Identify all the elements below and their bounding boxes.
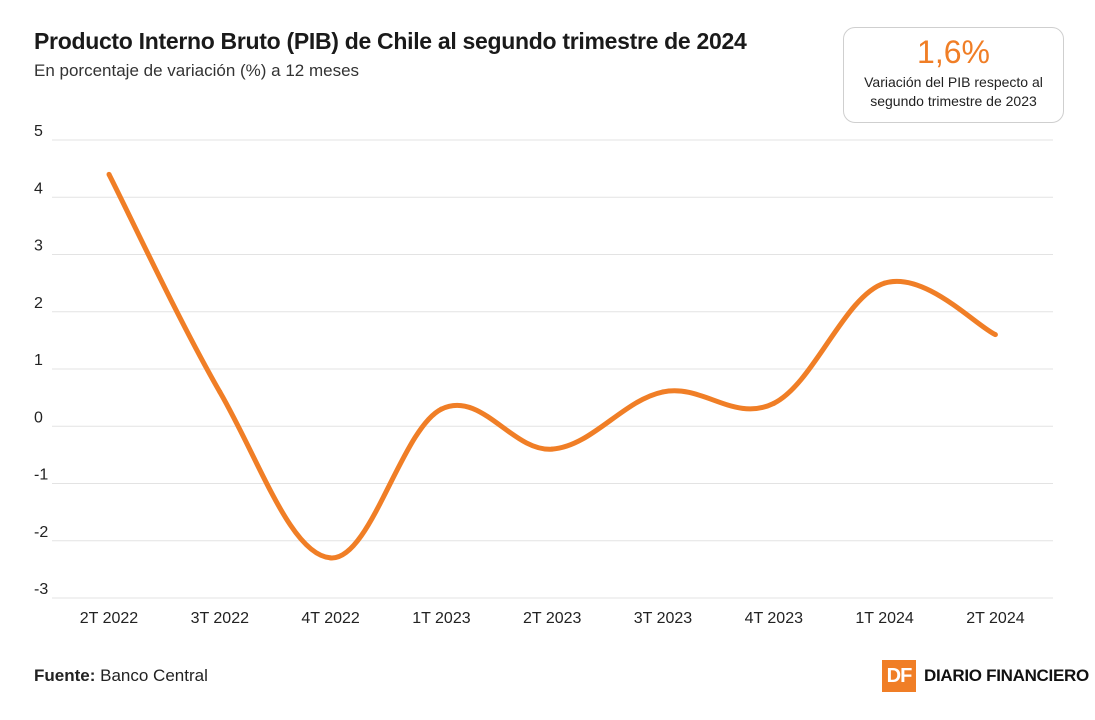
brand-name: DIARIO FINANCIERO <box>924 666 1089 685</box>
kpi-card: 1,6% Variación del PIB respecto al segun… <box>843 27 1064 123</box>
y-tick-label: 4 <box>34 180 43 197</box>
brand-logo: DF DIARIO FINANCIERO <box>882 660 1089 692</box>
data-point <box>438 406 444 412</box>
data-point <box>771 400 777 406</box>
y-tick-label: 0 <box>34 409 43 426</box>
kpi-label: Variación del PIB respecto al segundo tr… <box>864 74 1043 109</box>
df-logo-icon: DF <box>882 660 916 692</box>
y-tick-label: 5 <box>34 123 43 140</box>
chart-title: Producto Interno Bruto (PIB) de Chile al… <box>34 28 747 54</box>
source-label: Fuente: <box>34 666 96 685</box>
source-value: Banco Central <box>100 666 208 685</box>
x-tick-label: 2T 2023 <box>523 610 582 627</box>
y-axis-ticks: 5 4 3 2 1 0 -1 -2 -3 <box>34 123 48 598</box>
data-point <box>882 280 888 286</box>
x-tick-label: 4T 2022 <box>301 610 360 627</box>
x-tick-label: 1T 2023 <box>412 610 471 627</box>
x-tick-label: 1T 2024 <box>855 610 914 627</box>
y-tick-label: -1 <box>34 467 48 484</box>
y-tick-label: -2 <box>34 524 48 541</box>
kpi-value: 1,6% <box>917 34 990 70</box>
x-tick-label: 3T 2023 <box>634 610 693 627</box>
data-point <box>328 555 334 561</box>
x-tick-label: 4T 2023 <box>745 610 804 627</box>
chart-subtitle: En porcentaje de variación (%) a 12 mese… <box>34 61 360 80</box>
data-point <box>217 389 223 395</box>
x-tick-label: 2T 2022 <box>80 610 139 627</box>
series-line <box>106 173 997 561</box>
data-point <box>549 446 555 452</box>
data-point <box>992 332 998 338</box>
source-note: Fuente: Banco Central <box>34 666 208 686</box>
y-tick-label: 1 <box>34 352 43 369</box>
grid-lines <box>52 139 1053 599</box>
series-layer <box>106 171 998 561</box>
data-point <box>106 171 112 177</box>
y-tick-label: 3 <box>34 238 43 255</box>
x-tick-label: 2T 2024 <box>966 610 1025 627</box>
y-tick-label: -3 <box>34 581 48 598</box>
data-point <box>660 389 666 395</box>
x-axis-ticks: 2T 2022 3T 2022 4T 2022 1T 2023 2T 2023 3T 20… <box>80 610 1025 627</box>
y-tick-label: 2 <box>34 295 43 312</box>
x-tick-label: 3T 2022 <box>191 610 250 627</box>
